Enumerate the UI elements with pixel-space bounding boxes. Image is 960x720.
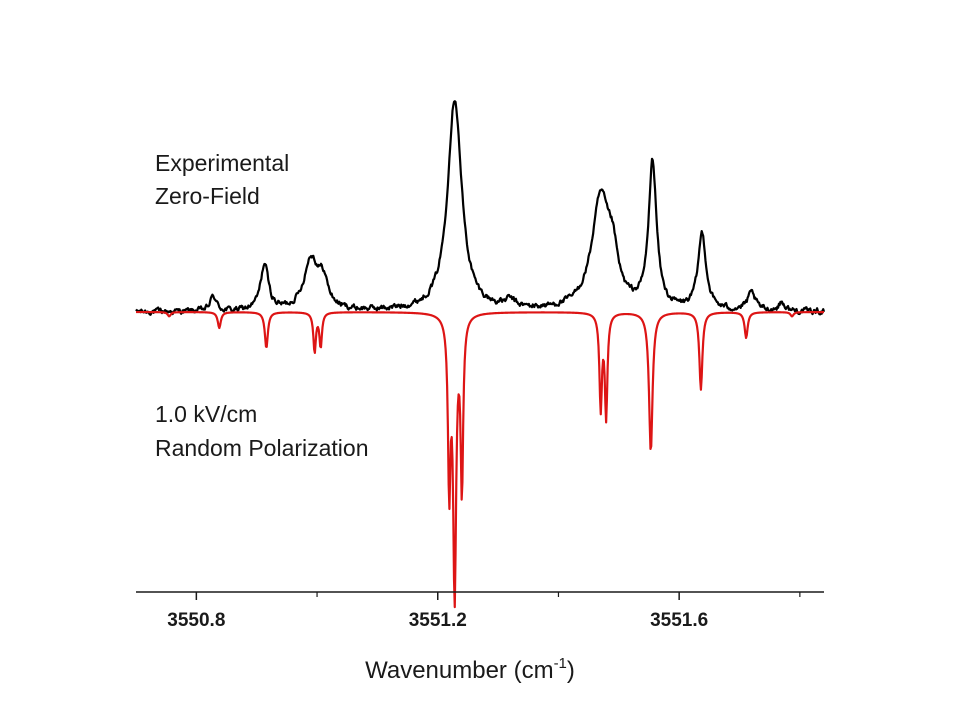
series-line-simulated — [135, 310, 825, 609]
x-tick-label: 3551.2 — [409, 610, 467, 631]
series-layer — [135, 100, 826, 609]
annotation-simulation-line-2: Random Polarization — [155, 435, 369, 461]
annotation-experimental-line-2: Zero-Field — [155, 183, 260, 209]
x-tick-label: 3551.6 — [650, 610, 708, 631]
x-axis-label: Wavenumber (cm-1) — [365, 655, 575, 684]
x-axis-label-superscript: -1 — [554, 655, 567, 672]
x-axis-label-main: Wavenumber (cm — [365, 657, 553, 684]
x-axis-label-suffix: ) — [567, 657, 575, 684]
annotation-experimental-line-1: Experimental — [155, 150, 289, 176]
x-tick-labels: 3550.8 3551.2 3551.6 — [167, 610, 708, 631]
x-tick-label: 3550.8 — [167, 610, 225, 631]
x-ticks — [195, 592, 801, 600]
series-line-experimental — [135, 100, 826, 316]
annotation-simulation-line-1: 1.0 kV/cm — [155, 401, 257, 427]
